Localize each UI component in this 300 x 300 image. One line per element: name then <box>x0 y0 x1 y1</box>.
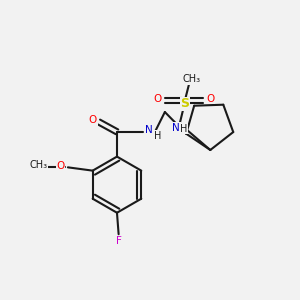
Text: CH₃: CH₃ <box>29 160 47 170</box>
Text: S: S <box>180 97 189 110</box>
Text: O: O <box>89 115 97 125</box>
Text: N: N <box>172 122 180 133</box>
Text: CH₃: CH₃ <box>182 74 200 84</box>
Text: O: O <box>56 161 65 171</box>
Text: O: O <box>206 94 214 104</box>
Text: H: H <box>180 124 188 134</box>
Text: O: O <box>153 94 162 104</box>
Text: N: N <box>146 125 153 135</box>
Text: H: H <box>154 131 161 141</box>
Text: F: F <box>116 236 122 247</box>
